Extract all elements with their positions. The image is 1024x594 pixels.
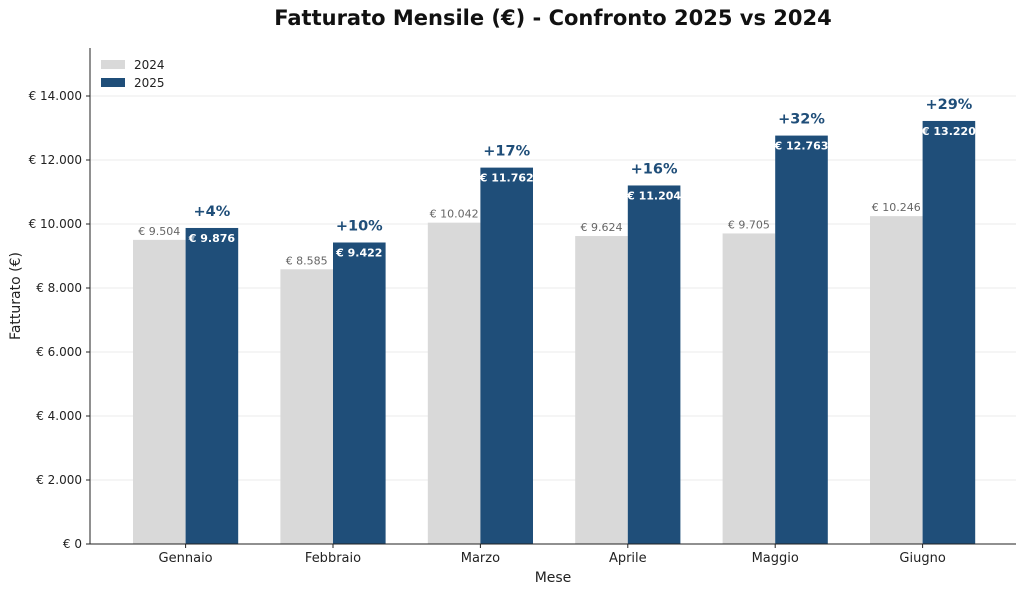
bar-2024 <box>427 222 481 544</box>
value-label-2024: € 9.705 <box>728 218 770 231</box>
value-label-2024: € 10.246 <box>872 201 921 214</box>
y-tick-label: € 0 <box>63 537 82 551</box>
y-axis-label: Fatturato (€) <box>8 252 24 340</box>
x-tick-label: Marzo <box>461 551 500 566</box>
growth-label: +29% <box>925 97 972 113</box>
legend: 2024 2025 <box>101 58 165 90</box>
axes: € 0 € 2.000 € 4.000 € 6.000 € 8.000 € 10.000 €… <box>29 48 1016 566</box>
value-label-2024: € 8.585 <box>286 254 328 267</box>
bars <box>133 120 976 545</box>
bar-2025 <box>775 135 828 545</box>
legend-label-2024: 2024 <box>134 58 165 72</box>
value-label-2024: € 10.042 <box>430 208 479 221</box>
bar-2025 <box>480 167 533 544</box>
growth-label: +10% <box>336 218 383 234</box>
x-tick-label: Maggio <box>752 551 799 566</box>
bar-2024 <box>575 236 628 545</box>
bar-2024 <box>133 239 186 544</box>
bar-2025 <box>333 242 386 544</box>
value-label-2025: € 9.876 <box>188 232 236 245</box>
legend-swatch-2024 <box>101 60 125 69</box>
y-tick-label: € 4.000 <box>36 409 82 423</box>
value-label-2024: € 9.624 <box>581 221 623 234</box>
growth-label: +4% <box>194 204 231 220</box>
bar-2025 <box>922 120 976 545</box>
y-tick-label: € 12.000 <box>29 153 82 167</box>
legend-swatch-2025 <box>101 78 125 87</box>
y-tick-label: € 8.000 <box>36 281 82 295</box>
grid-lines <box>90 95 1016 481</box>
value-label-2025: € 12.763 <box>774 140 829 153</box>
x-tick-label: Giugno <box>899 551 945 566</box>
value-label-2025: € 11.204 <box>626 189 681 202</box>
value-label-2025: € 9.422 <box>335 246 382 259</box>
bar-2024 <box>280 269 333 544</box>
growth-label: +17% <box>483 144 530 160</box>
x-tick-label: Febbraio <box>305 551 361 566</box>
y-tick-label: € 6.000 <box>36 345 82 359</box>
x-tick-label: Aprile <box>609 551 647 566</box>
y-tick-label: € 14.000 <box>29 89 82 103</box>
data-labels: € 9.504 € 9.876 +4% € 8.585 € 9.422 +10% € 10.… <box>138 97 976 267</box>
legend-label-2025: 2025 <box>134 76 165 90</box>
x-tick-label: Gennaio <box>159 551 213 566</box>
growth-label: +32% <box>778 112 825 128</box>
value-label-2025: € 13.220 <box>921 125 976 138</box>
y-tick-label: € 10.000 <box>29 217 82 231</box>
value-label-2025: € 11.762 <box>479 172 534 185</box>
bar-2025 <box>627 185 681 545</box>
bar-2024 <box>722 233 776 544</box>
bar-2025 <box>185 227 239 544</box>
value-label-2024: € 9.504 <box>138 225 180 238</box>
bar-2024 <box>870 216 923 545</box>
x-axis-label: Mese <box>535 570 572 586</box>
growth-label: +16% <box>631 161 678 177</box>
y-tick-label: € 2.000 <box>36 473 82 487</box>
chart-title: Fatturato Mensile (€) - Confronto 2025 v… <box>274 6 831 30</box>
